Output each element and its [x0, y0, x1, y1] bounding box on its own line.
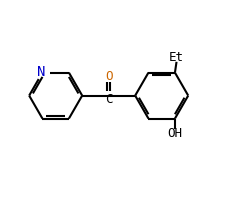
Text: OH: OH — [168, 127, 182, 140]
Text: N: N — [37, 65, 46, 79]
Text: Et: Et — [169, 51, 184, 64]
Text: C: C — [105, 93, 112, 106]
Text: O: O — [105, 70, 112, 83]
